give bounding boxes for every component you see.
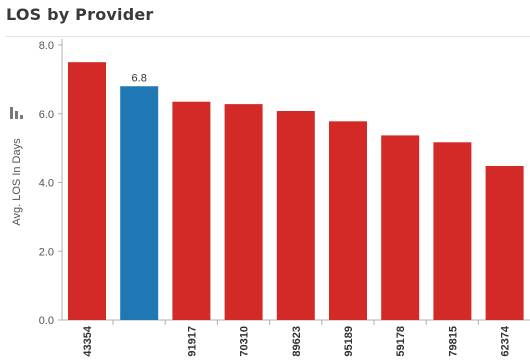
bar (485, 166, 524, 320)
y-tick-label: 2.0 (39, 246, 54, 258)
y-tick-label: 6.0 (39, 109, 54, 121)
bar (68, 62, 106, 320)
x-tick-label: 59178 (395, 326, 407, 357)
bar (381, 135, 420, 320)
x-tick-label: 70310 (239, 326, 251, 357)
y-tick-label: 0.0 (39, 315, 54, 327)
bar (276, 111, 315, 320)
x-tick-label: 43354 (82, 325, 94, 356)
x-tick-label: 91917 (186, 326, 198, 357)
bar (329, 121, 367, 320)
x-tick-label: 79815 (447, 326, 459, 357)
y-tick-label: 8.0 (39, 40, 54, 52)
x-tick-label: 62374 (500, 325, 512, 356)
x-tick-label: 89623 (291, 326, 303, 357)
bar (433, 142, 472, 320)
bar (224, 104, 263, 320)
y-tick-label: 4.0 (39, 178, 54, 190)
y-axis-title: Avg. LOS In Days (11, 138, 23, 226)
bar-chart-icon[interactable] (10, 107, 24, 119)
x-tick-label: 95189 (343, 326, 355, 357)
title-divider (6, 36, 530, 37)
data-label: 6.8 (132, 72, 147, 84)
bar (172, 101, 211, 320)
chart-title: LOS by Provider (6, 5, 154, 24)
bar (120, 86, 159, 320)
